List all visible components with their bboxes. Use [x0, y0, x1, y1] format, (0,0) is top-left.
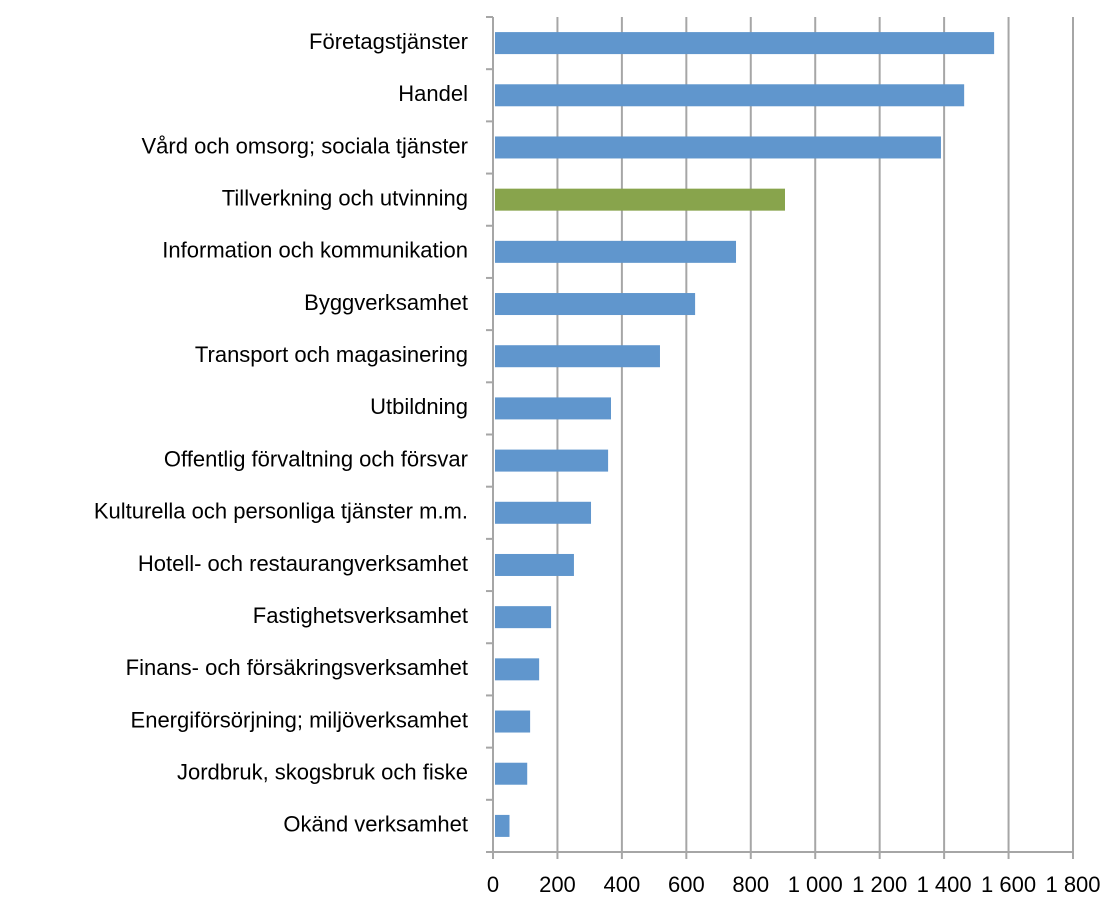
bar: [495, 553, 574, 576]
x-tick-label: 1 600: [981, 872, 1036, 897]
bar: [495, 32, 995, 55]
x-tick-label: 200: [539, 872, 576, 897]
y-tick-label: Företagstjänster: [309, 29, 468, 54]
y-tick-label: Handel: [398, 81, 468, 106]
bar: [495, 710, 531, 733]
x-tick-label: 1 800: [1045, 872, 1100, 897]
bar: [495, 814, 510, 837]
bar: [495, 240, 737, 263]
y-tick-label: Fastighetsverksamhet: [253, 603, 468, 628]
x-tick-label: 800: [732, 872, 769, 897]
bar: [495, 606, 552, 629]
y-tick-label: Energiförsörjning; miljöverksamhet: [131, 707, 468, 732]
bar: [495, 293, 696, 316]
y-tick-label: Finans- och försäkringsverksamhet: [126, 655, 468, 680]
y-tick-label: Tillverkning och utvinning: [222, 185, 468, 210]
x-tick-label: 400: [604, 872, 641, 897]
bar: [495, 345, 660, 368]
y-tick-label: Byggverksamhet: [304, 290, 468, 315]
x-tick-label: 1 000: [788, 872, 843, 897]
y-tick-label: Okänd verksamhet: [283, 812, 468, 837]
y-tick-label: Jordbruk, skogsbruk och fiske: [177, 760, 468, 785]
bar: [495, 501, 592, 524]
bar: [495, 658, 540, 681]
y-tick-label: Kulturella och personliga tjänster m.m.: [94, 499, 468, 524]
bar: [495, 136, 941, 159]
x-tick-label: 0: [487, 872, 499, 897]
bar: [495, 762, 528, 785]
y-tick-label: Offentlig förvaltning och försvar: [164, 446, 468, 471]
y-tick-label: Vård och omsorg; sociala tjänster: [142, 133, 469, 158]
bar: [495, 188, 785, 211]
y-tick-label: Information och kommunikation: [162, 238, 468, 263]
y-tick-label: Transport och magasinering: [195, 342, 468, 367]
x-tick-label: 1 200: [852, 872, 907, 897]
x-tick-label: 600: [668, 872, 705, 897]
y-tick-label: Utbildning: [370, 394, 468, 419]
bar: [495, 397, 611, 420]
x-tick-label: 1 400: [917, 872, 972, 897]
bar: [495, 84, 965, 107]
bar: [495, 449, 609, 472]
y-tick-label: Hotell- och restaurangverksamhet: [138, 551, 468, 576]
